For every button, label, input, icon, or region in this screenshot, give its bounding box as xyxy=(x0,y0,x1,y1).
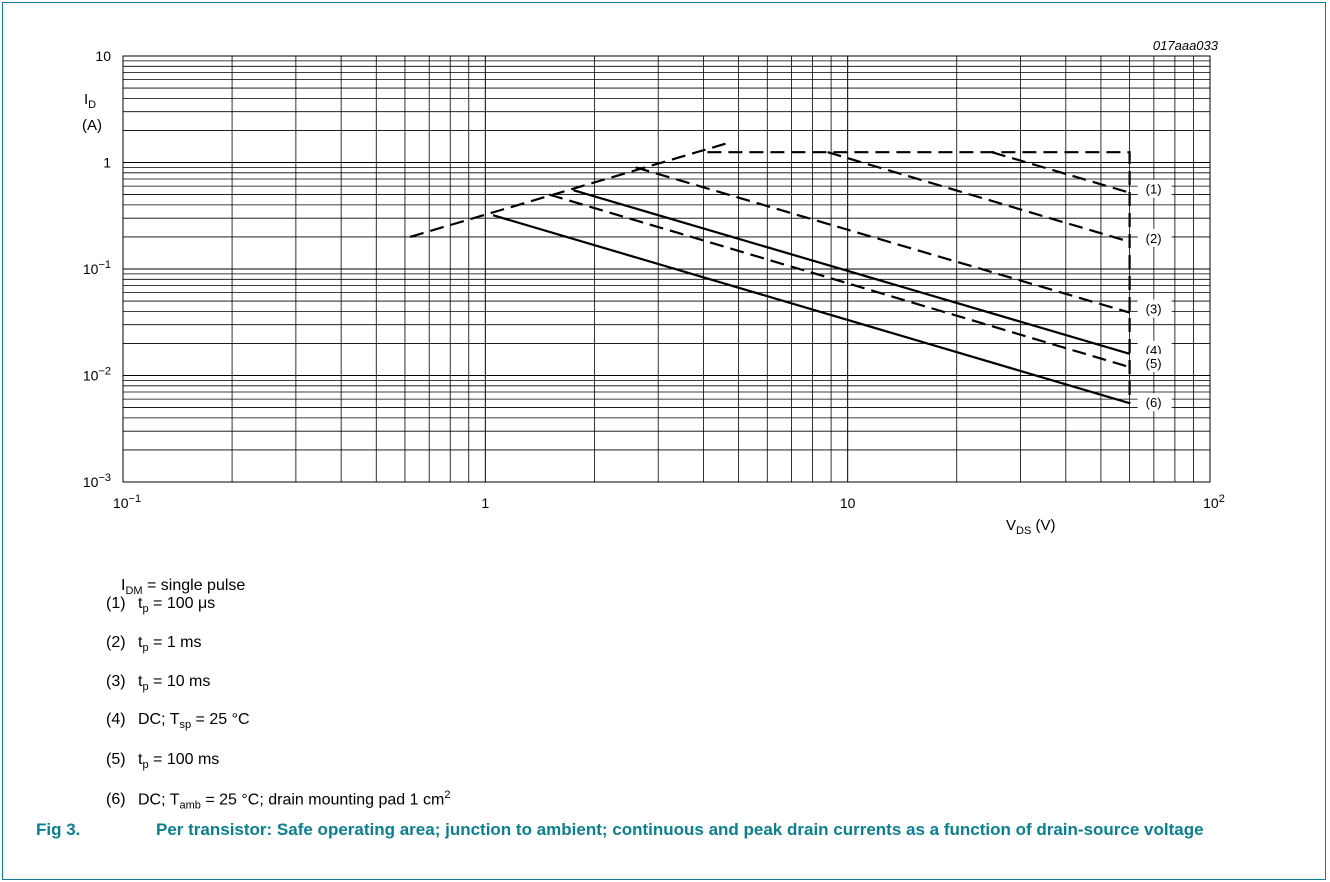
figure-number: Fig 3. xyxy=(36,820,81,839)
legend-header: IDM = single pulse xyxy=(121,577,246,598)
series-label-bg xyxy=(1137,354,1172,373)
series-label-3: (3) xyxy=(1146,302,1162,317)
legend-item: (3) tp = 10 ms xyxy=(106,673,211,694)
legend-item-number: (4) xyxy=(106,711,126,728)
plot-border xyxy=(122,55,1211,483)
series-line-4 xyxy=(573,189,1130,355)
y-tick-label: 10 xyxy=(95,48,111,64)
y-tick-label: 10−2 xyxy=(83,366,111,384)
series-label-2: (2) xyxy=(1146,231,1162,246)
series-line-3 xyxy=(635,166,1130,314)
legend-item-number: (2) xyxy=(106,634,126,651)
y-tick-label: 10−3 xyxy=(83,472,111,490)
rds-limit-line xyxy=(409,142,726,238)
series-label-bg xyxy=(1137,393,1172,412)
legend-item: (1) tp = 100 μs xyxy=(106,595,216,616)
x-axis-label: VDS (V) xyxy=(1006,517,1055,537)
series-label-5: (5) xyxy=(1146,356,1162,371)
series-label-bg xyxy=(1137,228,1172,247)
series-label-1: (1) xyxy=(1146,182,1162,197)
x-tick-label: 1 xyxy=(481,495,489,511)
x-tick-label: 10−1 xyxy=(113,493,141,511)
figure-code: 017aaa033 xyxy=(1153,38,1219,53)
y-tick-label: 10−1 xyxy=(83,259,111,277)
soa-boundary-line xyxy=(707,151,1131,404)
legend-item: (6) DC; Tamb = 25 °C; drain mounting pad … xyxy=(106,789,451,812)
x-tick-label: 10 xyxy=(840,495,856,511)
y-axis-unit: (A) xyxy=(82,117,102,134)
y-axis-label: ID xyxy=(84,91,96,111)
legend-item: (5) tp = 100 ms xyxy=(106,751,220,772)
series-label-4: (4) xyxy=(1146,343,1162,358)
series-line-5 xyxy=(548,193,1130,369)
series-line-1 xyxy=(991,151,1130,194)
figure-title: Per transistor: Safe operating area; jun… xyxy=(156,820,1204,839)
series-label-bg xyxy=(1137,299,1172,318)
legend-item-number: (5) xyxy=(106,751,126,768)
series-label-6: (6) xyxy=(1146,395,1162,410)
y-tick-label: 1 xyxy=(103,155,111,171)
series-label-bg xyxy=(1137,179,1172,198)
legend-item-number: (1) xyxy=(106,595,126,612)
legend-item-number: (3) xyxy=(106,673,126,690)
soa-chart: 10−1 1 10 102 10 1 10−1 10−2 10−3 017aaa033 ID (A) V… xyxy=(82,38,1225,537)
x-tick-label: 102 xyxy=(1203,493,1225,511)
legend-item: (2) tp = 1 ms xyxy=(106,634,202,655)
series-line-2 xyxy=(827,151,1130,243)
series-line-6 xyxy=(492,214,1130,405)
legend-item-number: (6) xyxy=(106,791,126,809)
legend-item: (4) DC; Tsp = 25 °C xyxy=(106,711,250,732)
